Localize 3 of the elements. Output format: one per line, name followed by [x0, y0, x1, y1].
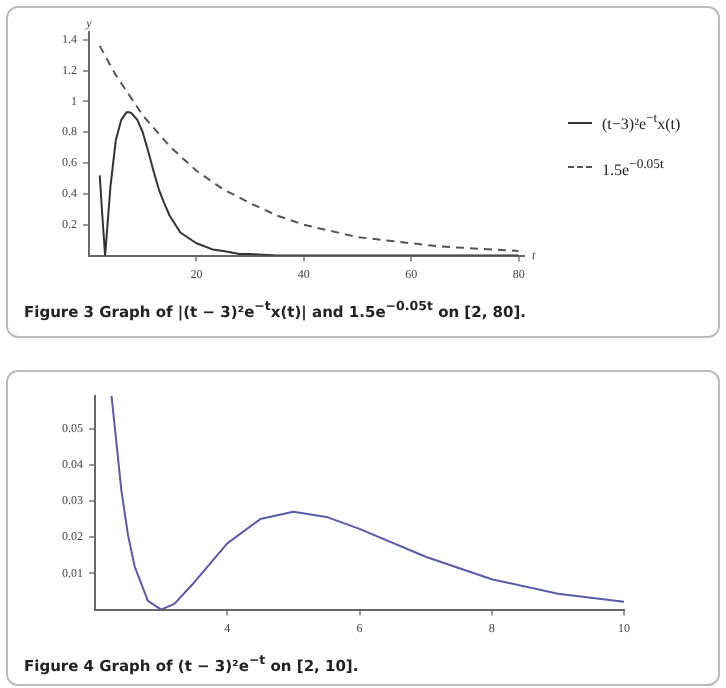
legend-label: (t−3)²e$^{−t}$x(t)	[602, 112, 681, 134]
legend-label: 1.5e$^{−0.05t}$	[602, 157, 664, 179]
line-series	[98, 44, 520, 252]
